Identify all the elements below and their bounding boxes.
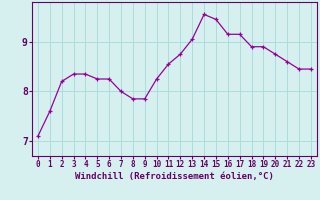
X-axis label: Windchill (Refroidissement éolien,°C): Windchill (Refroidissement éolien,°C) [75,172,274,181]
